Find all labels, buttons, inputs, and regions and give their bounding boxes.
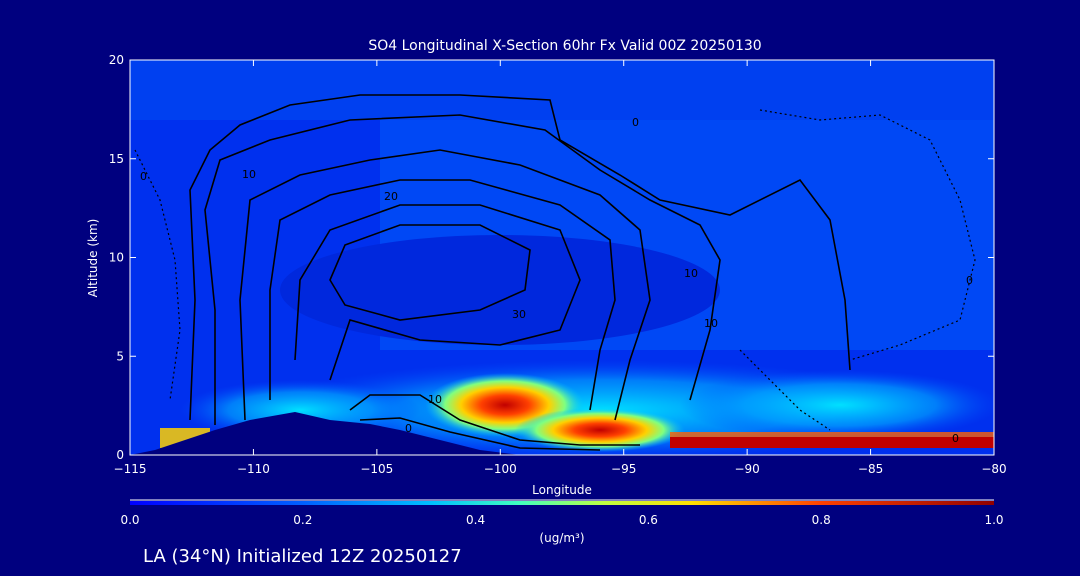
upper-layer (130, 60, 994, 120)
colorbar-label: (ug/m³) (539, 531, 584, 545)
contour-label: 0 (966, 274, 973, 287)
contour-label: 0 (952, 432, 959, 445)
x-tick-label: −100 (484, 462, 517, 476)
x-tick-label: −105 (360, 462, 393, 476)
chart-subtitle: LA (34°N) Initialized 12Z 20250127 (143, 546, 462, 567)
x-tick-label: −85 (858, 462, 883, 476)
contour-label: 30 (512, 308, 526, 321)
contour-label: 10 (428, 393, 442, 406)
x-tick-label: −95 (611, 462, 636, 476)
contour-label: 20 (384, 190, 398, 203)
colorbar-gradient (130, 501, 994, 505)
contour-label: 10 (684, 267, 698, 280)
dotted-west (134, 149, 181, 401)
terrain (130, 412, 520, 455)
contour-low-2 (359, 417, 601, 451)
dotted-contours (134, 109, 976, 431)
colorbar-tick-label: 0.8 (812, 513, 831, 527)
y-axis-label: Altitude (km) (86, 219, 100, 298)
colorbar-tick-label: 0.4 (466, 513, 485, 527)
contour-core (329, 224, 531, 321)
contour-label-group: 0 10 20 30 10 0 0 10 10 0 0 (140, 116, 973, 445)
contour-label: 0 (140, 170, 147, 183)
contour-label: 10 (242, 168, 256, 181)
surface-east-edge (670, 432, 994, 437)
colorbar-tick-label: 0.0 (120, 513, 139, 527)
x-tick-label: −110 (237, 462, 270, 476)
colorbar-tick-label: 1.0 (984, 513, 1003, 527)
plot-area: 0 10 20 30 10 0 0 10 10 0 0 (130, 60, 994, 455)
contour-label: 0 (405, 422, 412, 435)
colorbar-tick-label: 0.2 (293, 513, 312, 527)
x-tick-label: −90 (734, 462, 759, 476)
y-tick-label: 10 (109, 251, 124, 265)
contour-outer (189, 94, 851, 421)
x-tick-label: −115 (114, 462, 147, 476)
contour-10 (204, 114, 721, 425)
chart-title: SO4 Longitudinal X-Section 60hr Fx Valid… (368, 38, 761, 54)
contour-lines (189, 94, 851, 451)
plume-east (515, 408, 685, 452)
dotted-east-2 (739, 349, 831, 431)
contour-20 (239, 149, 651, 421)
x-axis: −115 −110 −105 −100 −95 −90 −85 −80 (114, 60, 1007, 476)
contour-label: 0 (632, 116, 639, 129)
y-tick-label: 5 (116, 349, 124, 363)
dark-core (280, 235, 720, 345)
surface-east-band (670, 437, 994, 448)
x-tick-label: −80 (981, 462, 1006, 476)
contour-inner (294, 204, 581, 381)
y-tick-label: 15 (109, 152, 124, 166)
colorbar: 0.0 0.2 0.4 0.6 0.8 1.0 (ug/m³) (120, 499, 1004, 545)
contour-low-1 (349, 394, 640, 446)
contour-30 (269, 179, 616, 411)
y-tick-label: 0 (116, 448, 124, 462)
contour-label: 10 (704, 317, 718, 330)
colorbar-ticks: 0.0 0.2 0.4 0.6 0.8 1.0 (120, 513, 1003, 527)
x-axis-label: Longitude (532, 483, 592, 497)
colorbar-tick-label: 0.6 (639, 513, 658, 527)
low-glow-east (680, 370, 994, 440)
y-axis: 0 5 10 15 20 (109, 53, 994, 462)
dotted-east-1 (759, 109, 976, 361)
y-tick-label: 20 (109, 53, 124, 67)
